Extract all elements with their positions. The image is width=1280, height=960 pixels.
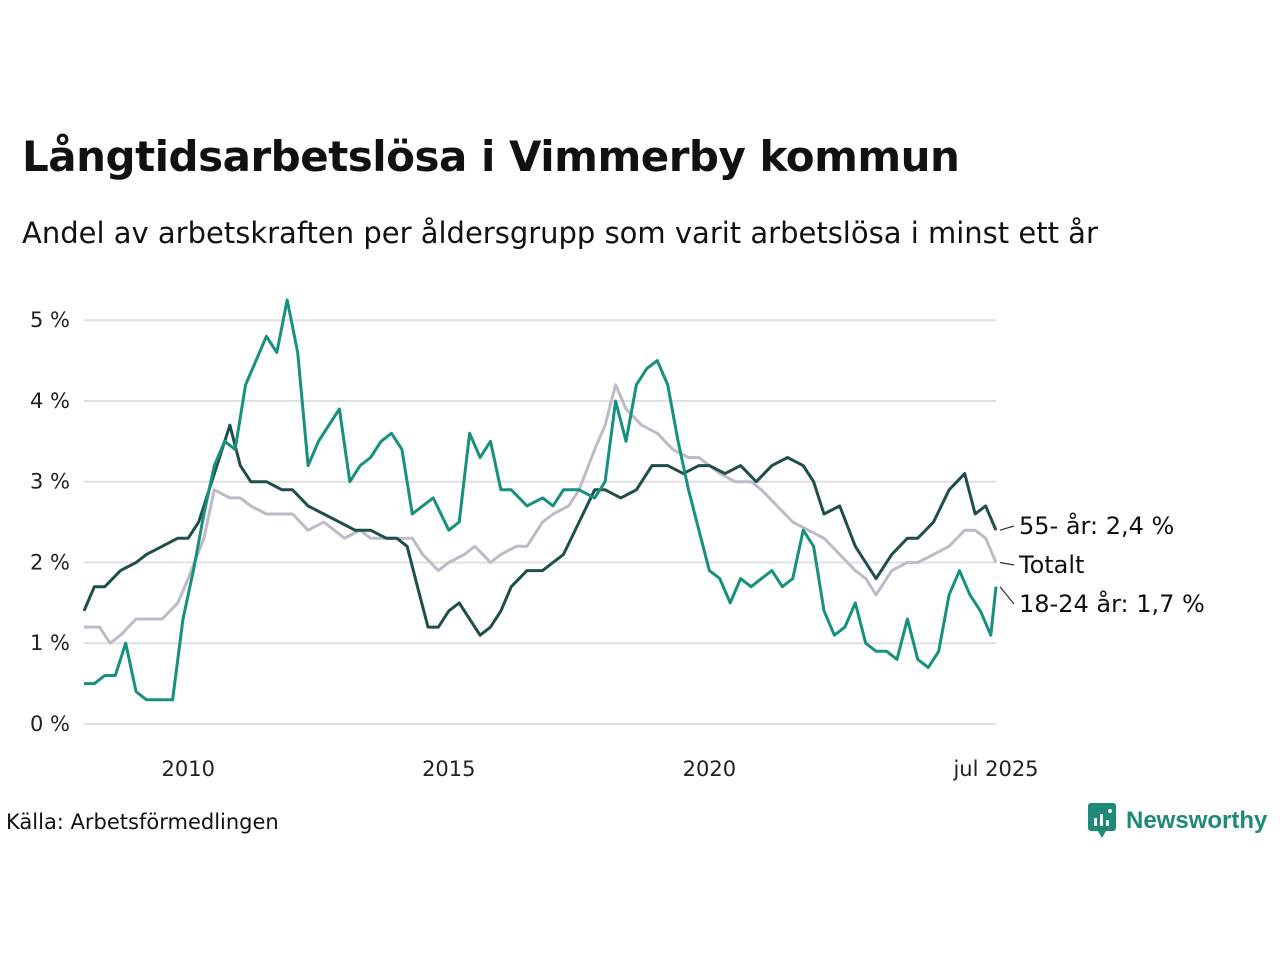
newsworthy-logo: Newsworthy (1088, 803, 1267, 839)
series-line-55-r (82, 423, 998, 637)
series-end-label: 18-24 år: 1,7 % (1019, 589, 1205, 618)
y-tick-label: 4 % (30, 389, 70, 413)
x-tick-label: 2015 (422, 757, 475, 781)
newsworthy-logo-icon (1088, 803, 1116, 838)
y-tick-label: 3 % (30, 470, 70, 494)
series-end-label: Totalt (1018, 551, 1084, 579)
series-line-18-24-r (84, 298, 998, 702)
y-tick-label: 1 % (30, 631, 70, 655)
y-tick-label: 2 % (30, 550, 70, 574)
logo-text: Newsworthy (1126, 807, 1268, 834)
y-tick-label: 0 % (30, 712, 70, 736)
leader-line (999, 561, 1015, 566)
chart-title: Långtidsarbetslösa i Vimmerby kommun (22, 132, 960, 181)
series-line-totalt (84, 383, 998, 645)
x-tick-label: 2010 (162, 757, 215, 781)
y-tick-label: 5 % (30, 308, 70, 332)
leader-line (999, 525, 1015, 531)
x-tick-label: 2020 (683, 757, 736, 781)
source-note: Källa: Arbetsförmedlingen (6, 810, 279, 834)
series-end-label: 55- år: 2,4 % (1019, 511, 1174, 540)
x-tick-label: jul 2025 (952, 757, 1038, 781)
leader-line (999, 586, 1015, 605)
chart-subtitle: Andel av arbetskraften per åldersgrupp s… (22, 216, 1098, 250)
